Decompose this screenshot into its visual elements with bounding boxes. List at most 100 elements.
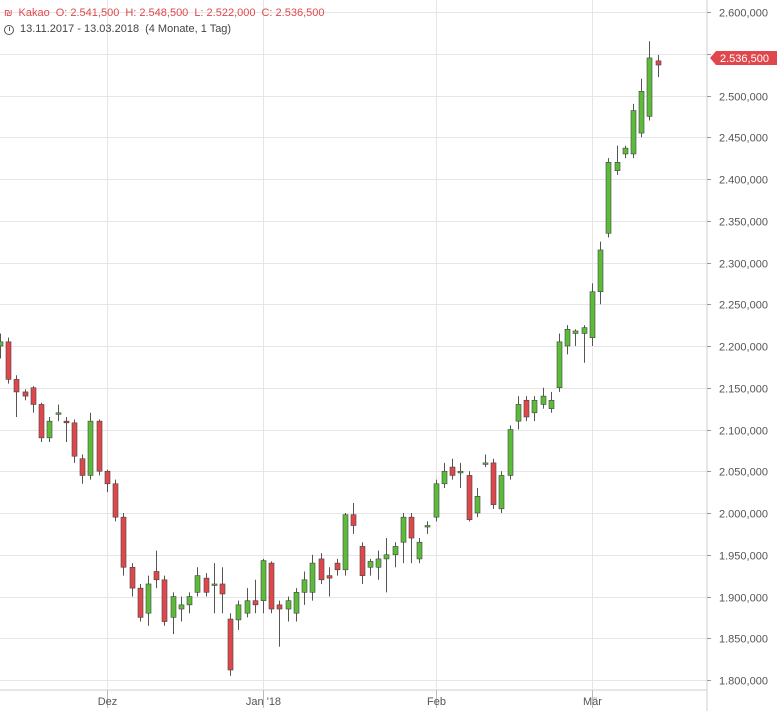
y-tick-label: 1.850,000 xyxy=(719,634,768,646)
candle xyxy=(334,558,341,576)
candle-body-up xyxy=(392,546,399,556)
candle-body-up xyxy=(145,583,152,614)
candle-body-down xyxy=(655,60,662,66)
candle xyxy=(359,542,366,584)
candle-body-down xyxy=(112,483,119,518)
candle-body-down xyxy=(326,575,333,579)
y-tick-label: 1.900,000 xyxy=(719,593,768,605)
chart-header: ₪ Kakao O: 2.541,500 H: 2.548,500 L: 2.5… xyxy=(4,6,324,37)
candle xyxy=(13,375,20,417)
candle-body-down xyxy=(203,577,210,593)
candle-body-down xyxy=(359,546,366,576)
candle-body-up xyxy=(400,516,407,543)
candle xyxy=(309,554,316,601)
candle xyxy=(614,145,621,175)
x-tick-label: Jan '18 xyxy=(246,696,281,708)
candle-body-up xyxy=(433,483,440,518)
candle xyxy=(540,387,547,409)
candle-body-up xyxy=(301,579,308,593)
candle-body-down xyxy=(5,341,12,380)
candle xyxy=(96,419,103,476)
candle-body-down xyxy=(79,458,86,476)
instrument-name: Kakao xyxy=(18,7,50,19)
candle xyxy=(79,454,86,484)
candle xyxy=(622,145,629,159)
candle-body-up xyxy=(441,470,448,485)
candle xyxy=(548,391,555,413)
candle xyxy=(597,241,604,305)
candle-body-up xyxy=(178,604,185,610)
candle xyxy=(416,538,423,564)
candle xyxy=(161,575,168,626)
y-tick-label: 1.800,000 xyxy=(719,676,768,688)
y-tick-label: 2.250,000 xyxy=(719,300,768,312)
candle xyxy=(178,596,185,622)
candle xyxy=(490,458,497,509)
date-range: 13.11.2017 - 13.03.2018 xyxy=(20,23,140,35)
candle xyxy=(572,329,579,346)
candle-body-up xyxy=(474,495,481,514)
candle xyxy=(646,41,653,121)
candles xyxy=(0,41,662,676)
candle-body-down xyxy=(350,514,357,526)
candle-body-up xyxy=(531,399,538,414)
candle-body-up xyxy=(498,475,505,510)
candle xyxy=(367,558,374,576)
x-tick-label: Dez xyxy=(98,696,118,708)
candle xyxy=(63,416,70,443)
candle xyxy=(638,78,645,138)
candle-body-down xyxy=(318,558,325,581)
low-value: L: 2.522,000 xyxy=(194,7,256,19)
candle-body-down xyxy=(227,618,234,671)
candle xyxy=(227,613,234,676)
candle xyxy=(655,55,662,78)
candle-body-up xyxy=(260,560,267,601)
candle xyxy=(301,571,308,605)
candle xyxy=(38,402,45,443)
candle-body-up xyxy=(211,583,218,586)
candle-body-down xyxy=(252,600,259,606)
candle xyxy=(211,563,218,614)
candle xyxy=(153,550,160,589)
candle xyxy=(630,103,637,159)
candle xyxy=(383,538,390,593)
candle xyxy=(219,567,226,614)
candle-body-down xyxy=(120,516,127,568)
candle xyxy=(581,325,588,363)
candle-body-up xyxy=(367,561,374,568)
candle-body-down xyxy=(13,379,20,393)
candle xyxy=(112,479,119,522)
close-value: C: 2.536,500 xyxy=(261,7,325,19)
candle xyxy=(318,553,325,584)
candle xyxy=(449,458,456,480)
candle xyxy=(408,513,415,564)
candle-body-up xyxy=(375,558,382,568)
candle-body-down xyxy=(161,579,168,622)
candle xyxy=(564,325,571,355)
y-tick-label: 2.600,000 xyxy=(719,8,768,20)
candle-body-up xyxy=(309,562,316,593)
candle-body-up xyxy=(194,575,201,593)
candle xyxy=(466,471,473,522)
candle xyxy=(137,583,144,622)
candle-body-down xyxy=(408,516,415,539)
candle xyxy=(342,513,349,576)
candle xyxy=(244,588,251,618)
candle-body-up xyxy=(170,596,177,618)
candle xyxy=(350,502,357,534)
candle-body-up xyxy=(581,327,588,334)
candle xyxy=(589,283,596,346)
candle xyxy=(260,558,267,614)
candle xyxy=(482,454,489,468)
candle xyxy=(276,600,283,647)
candle-body-up xyxy=(548,399,555,409)
candle-body-up xyxy=(0,341,4,347)
candle-body-up xyxy=(507,429,514,476)
candle-body-down xyxy=(30,387,37,405)
candle-body-down xyxy=(219,583,226,595)
candle xyxy=(441,462,448,488)
candle-body-down xyxy=(523,399,530,418)
candle-body-down xyxy=(22,391,29,397)
x-tick-label: Mär xyxy=(583,696,602,708)
